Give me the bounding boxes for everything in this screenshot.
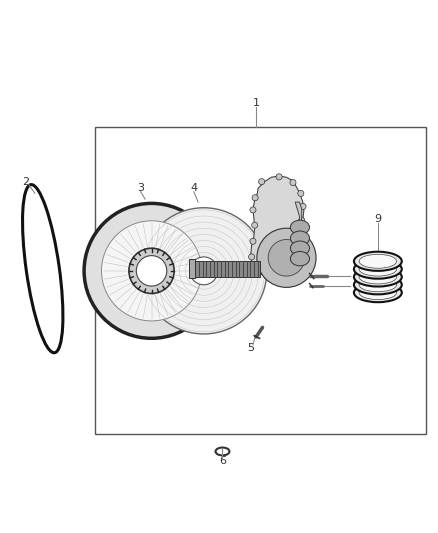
Bar — [95, 127, 426, 434]
Text: 7: 7 — [353, 281, 360, 290]
Circle shape — [84, 204, 219, 338]
Ellipse shape — [290, 252, 310, 266]
Text: 2: 2 — [22, 176, 29, 187]
Ellipse shape — [359, 254, 396, 268]
Text: 6: 6 — [219, 456, 226, 466]
Circle shape — [252, 267, 258, 273]
Ellipse shape — [354, 260, 402, 279]
Circle shape — [289, 241, 295, 248]
Text: 5: 5 — [247, 343, 254, 353]
Ellipse shape — [359, 270, 396, 284]
Ellipse shape — [354, 283, 402, 302]
Text: 3: 3 — [137, 183, 144, 193]
Circle shape — [258, 179, 265, 184]
Circle shape — [257, 228, 316, 287]
Circle shape — [190, 257, 218, 285]
Ellipse shape — [354, 275, 402, 294]
Circle shape — [102, 221, 201, 321]
Circle shape — [252, 195, 258, 201]
Ellipse shape — [359, 286, 396, 300]
Text: 4: 4 — [190, 183, 198, 193]
Circle shape — [250, 207, 256, 213]
Ellipse shape — [290, 241, 310, 255]
Circle shape — [290, 180, 296, 185]
Text: 9: 9 — [374, 214, 381, 224]
Polygon shape — [251, 176, 304, 277]
Circle shape — [277, 273, 283, 279]
Circle shape — [276, 174, 282, 180]
Circle shape — [298, 190, 304, 197]
Circle shape — [299, 217, 305, 223]
Circle shape — [249, 254, 254, 260]
Ellipse shape — [354, 268, 402, 287]
Circle shape — [252, 222, 258, 228]
Ellipse shape — [359, 278, 396, 292]
Ellipse shape — [290, 220, 310, 235]
Ellipse shape — [354, 252, 402, 271]
Bar — [189, 259, 194, 278]
Circle shape — [136, 256, 167, 286]
Circle shape — [268, 239, 305, 276]
Text: 1: 1 — [252, 98, 259, 108]
Circle shape — [129, 248, 174, 294]
Circle shape — [250, 238, 256, 244]
Circle shape — [264, 273, 270, 279]
Ellipse shape — [290, 231, 310, 245]
Ellipse shape — [359, 262, 396, 276]
Circle shape — [300, 204, 306, 209]
Circle shape — [141, 208, 267, 334]
Polygon shape — [292, 202, 303, 263]
Circle shape — [295, 231, 301, 237]
Text: 8: 8 — [353, 271, 360, 281]
Polygon shape — [193, 261, 260, 277]
